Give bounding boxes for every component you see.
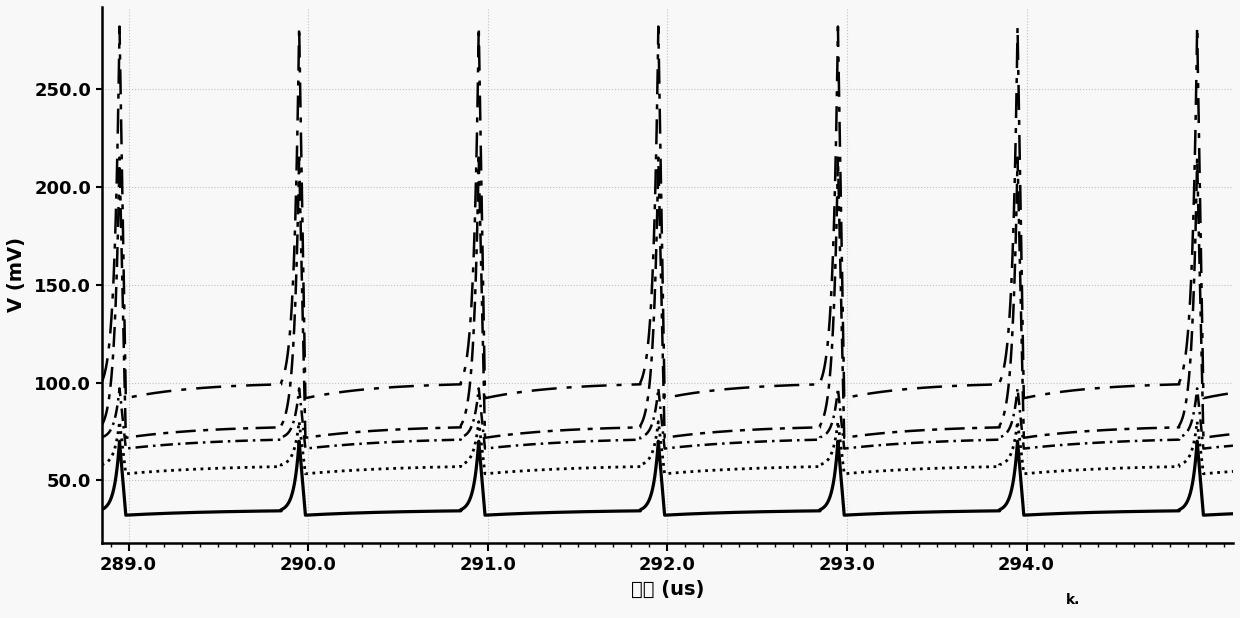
X-axis label: 时间 (us): 时间 (us) xyxy=(631,580,704,599)
Y-axis label: V (mV): V (mV) xyxy=(7,237,26,313)
Text: k.: k. xyxy=(1065,593,1080,607)
